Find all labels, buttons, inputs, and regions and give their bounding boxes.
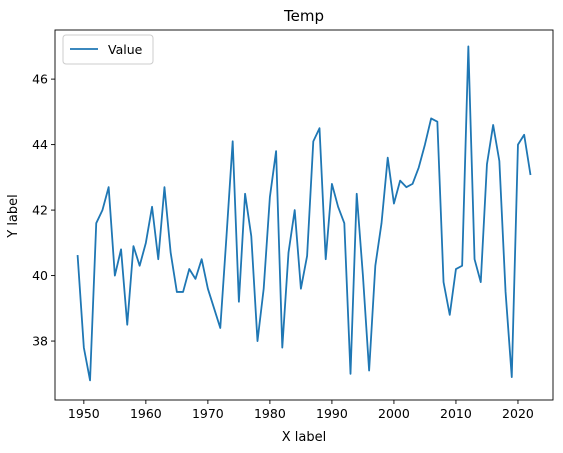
y-tick-label: 46 bbox=[32, 72, 48, 87]
chart-title: Temp bbox=[283, 7, 324, 25]
x-tick-label: 1970 bbox=[192, 406, 224, 421]
y-axis-label: Y label bbox=[6, 194, 21, 239]
x-tick-label: 2010 bbox=[440, 406, 472, 421]
legend-label: Value bbox=[108, 42, 143, 57]
y-tick-label: 38 bbox=[32, 334, 48, 349]
y-tick-label: 42 bbox=[32, 203, 48, 218]
plot-frame bbox=[54, 29, 554, 401]
legend-frame bbox=[62, 34, 154, 65]
x-tick-label: 1990 bbox=[316, 406, 348, 421]
x-tick-label: 2000 bbox=[378, 406, 410, 421]
x-tick-label: 1980 bbox=[254, 406, 286, 421]
x-tick-label: 1950 bbox=[68, 406, 100, 421]
x-axis-label: X label bbox=[282, 430, 326, 445]
y-tick-label: 40 bbox=[32, 268, 48, 283]
x-tick-label: 1960 bbox=[130, 406, 162, 421]
x-tick-label: 2020 bbox=[502, 406, 534, 421]
series-line-0 bbox=[76, 45, 532, 382]
legend: Value bbox=[62, 34, 154, 65]
y-tick-label: 44 bbox=[32, 137, 48, 152]
